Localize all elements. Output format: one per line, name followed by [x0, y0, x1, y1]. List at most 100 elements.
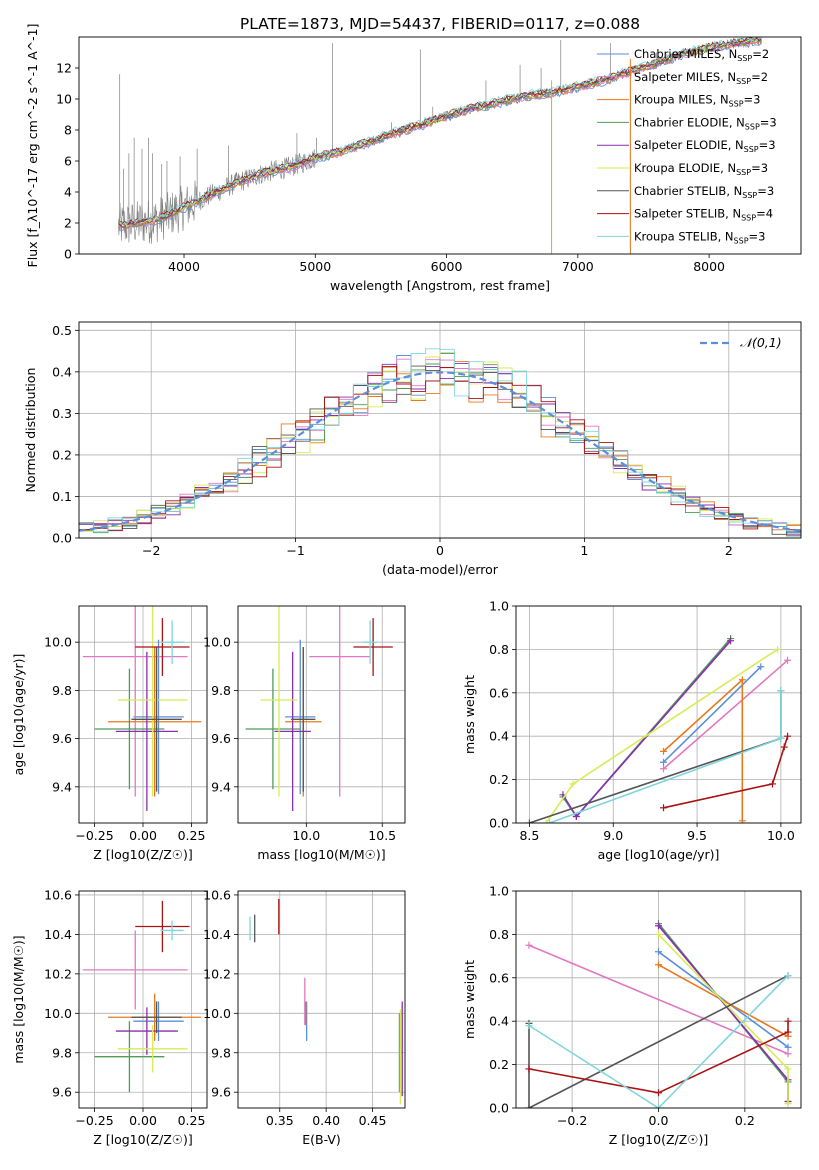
data-layer — [249, 898, 403, 1105]
y-tick-label: 9.6 — [52, 731, 72, 746]
y-tick-label: 4 — [64, 185, 72, 200]
x-tick-label: 0.00 — [129, 828, 157, 843]
legend-label: Kroupa STELIB, NSSP=3 — [634, 229, 765, 245]
figure-title: PLATE=1873, MJD=54437, FIBERID=0117, z=0… — [240, 15, 640, 33]
weight-marker — [784, 1017, 792, 1025]
gaussian-curve — [79, 371, 801, 532]
error-bar-point — [260, 606, 298, 797]
y-axis-label: mass weight — [462, 960, 477, 1039]
weight-marker — [738, 817, 746, 823]
weight-marker — [542, 819, 550, 823]
x-tick-label: 0.0 — [649, 1113, 669, 1128]
legend-label: Kroupa ELODIE, NSSP=3 — [634, 161, 768, 177]
plot-area — [79, 606, 207, 823]
weight-marker — [784, 1028, 792, 1036]
x-axis-label: wavelength [Angstrom, rest frame] — [330, 278, 550, 293]
y-tick-label: 12 — [56, 61, 72, 76]
y-tick-label: 0.4 — [489, 729, 509, 744]
y-tick-label: 1.0 — [489, 599, 509, 614]
error-bar-point — [291, 646, 316, 792]
x-tick-label: 10.5 — [368, 828, 396, 843]
x-axis-label: mass [log10(M/M☉)] — [257, 847, 385, 862]
y-tick-label: 10.4 — [203, 927, 231, 942]
y-axis-label: mass [log10(M/M☉)] — [11, 935, 26, 1063]
error-bar-point — [135, 618, 190, 676]
weight-line — [528, 1021, 789, 1094]
axes-age-vs-Z: −0.25 0.00 0.25 9.4 9.6 9.8 10.0 Z [log10(Z/Z☉)… — [11, 605, 208, 862]
x-tick-label: 0.00 — [129, 1113, 157, 1128]
weight-marker — [546, 819, 554, 823]
x-tick-label: 6000 — [431, 259, 463, 274]
x-axis-label: (data-model)/error — [382, 562, 499, 577]
data-layer — [525, 920, 792, 1108]
residual-histogram — [79, 360, 801, 528]
weight-line — [657, 925, 789, 1102]
axes-frame — [78, 890, 208, 1109]
weight-marker — [774, 645, 782, 653]
legend-label: Salpeter MILES, NSSP=2 — [634, 70, 768, 86]
data-layer — [245, 606, 393, 811]
legend: Chabrier MILES, NSSP=2 Salpeter MILES, NS… — [597, 47, 777, 245]
model-spectrum — [118, 39, 762, 230]
error-bar-point — [133, 639, 184, 795]
weight-marker — [655, 930, 662, 938]
axes-mass-vs-Z: −0.25 0.00 0.25 9.6 9.8 10.0 10.2 10.4 10.6 Z [lo… — [11, 887, 208, 1147]
axes-mass-weight-vs-Z: −0.2 0.0 0.2 0.0 0.2 0.4 0.6 0.8 1.0 Z [log10(Z/Z… — [462, 884, 802, 1147]
error-bar-point — [160, 920, 184, 941]
weight-marker — [655, 1089, 662, 1097]
model-spectrum — [118, 37, 762, 229]
x-tick-label: −1 — [286, 543, 304, 558]
x-tick-label: 0.40 — [312, 1113, 340, 1128]
weight-line — [657, 922, 789, 1102]
y-tick-label: 0.0 — [489, 816, 509, 831]
weight-line — [663, 735, 789, 809]
error-bar-point — [285, 639, 316, 795]
y-tick-label: 9.4 — [211, 779, 231, 794]
axes-frame — [78, 321, 802, 539]
weight-marker — [525, 1104, 533, 1108]
plot-area — [238, 606, 405, 823]
weight-marker — [660, 804, 668, 812]
axes-mass-weight-vs-age: 8.5 9.0 9.5 10.0 0.0 0.2 0.4 0.6 0.8 1.0 age [log1… — [462, 599, 802, 862]
legend: 𝒩(0,1) — [700, 335, 782, 350]
x-tick-label: 8000 — [693, 259, 725, 274]
weight-marker — [784, 1065, 792, 1073]
error-bar-point — [353, 618, 393, 676]
weight-marker — [769, 780, 776, 788]
y-axis-label: Normed distribution — [23, 368, 38, 493]
plot-area — [516, 605, 801, 824]
x-tick-label: 1 — [580, 543, 588, 558]
plot-area — [79, 322, 801, 539]
weight-marker — [777, 734, 785, 742]
y-tick-label: 10.2 — [203, 966, 231, 981]
error-bar-point — [362, 620, 378, 664]
weight-marker — [784, 972, 792, 980]
x-tick-label: 10.0 — [292, 828, 320, 843]
error-bar-point — [133, 1001, 184, 1041]
error-bar-point — [274, 651, 311, 811]
error-bar-point — [131, 1001, 182, 1034]
weight-marker — [784, 1043, 792, 1051]
y-tick-label: 0.3 — [52, 406, 72, 421]
weight-marker — [727, 637, 735, 645]
y-tick-label: 10.4 — [44, 927, 72, 942]
weight-marker — [784, 656, 792, 664]
x-tick-label: 0.45 — [359, 1113, 387, 1128]
y-tick-label: 9.6 — [211, 731, 231, 746]
data-layer — [525, 635, 792, 823]
weight-line — [657, 933, 789, 1104]
axes-age-vs-mass: 10.0 10.5 9.4 9.6 9.8 10.0 mass [log10(M/M☉)] — [203, 605, 406, 862]
weight-line — [528, 944, 789, 1055]
x-tick-label: −2 — [142, 543, 160, 558]
error-bar-point — [135, 900, 190, 953]
x-tick-label: 10.0 — [767, 828, 795, 843]
y-tick-label: 0.6 — [489, 970, 509, 985]
x-tick-label: 2 — [725, 543, 733, 558]
y-tick-label: 0.8 — [489, 927, 509, 942]
y-tick-label: 10.0 — [203, 1006, 231, 1021]
axes-frame — [78, 36, 802, 255]
y-tick-label: 8 — [64, 123, 72, 138]
weight-marker — [525, 941, 533, 949]
x-tick-label: −0.2 — [557, 1113, 587, 1128]
